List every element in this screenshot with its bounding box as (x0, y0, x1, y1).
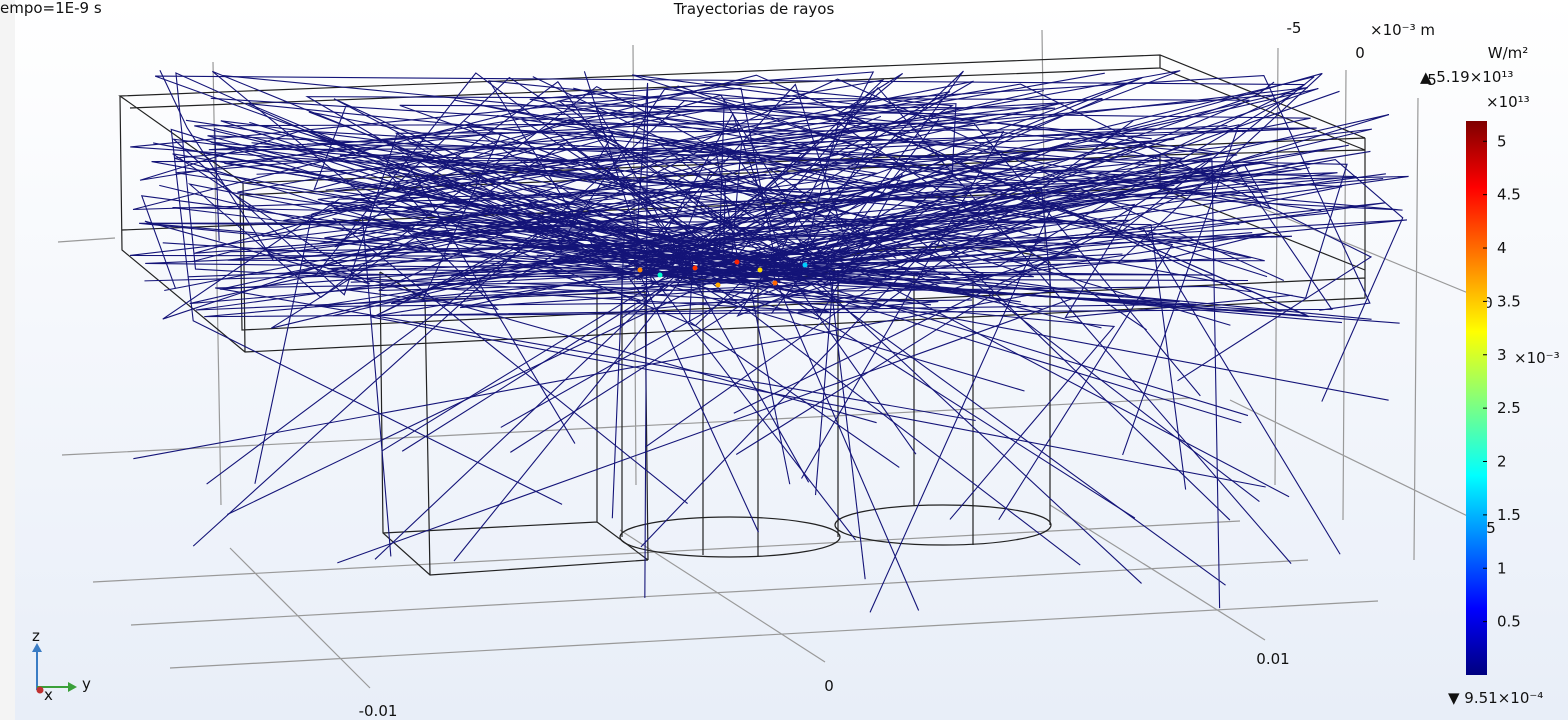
colorbar-tick-label: 1.5 (1497, 506, 1521, 524)
axis-tick-label: 5 (1486, 519, 1496, 537)
colorbar-tick-label: 2.5 (1497, 399, 1521, 417)
time-label: empo=1E-9 s (0, 0, 102, 17)
colorbar-unit: W/m² (1488, 44, 1529, 62)
colorbar-tick-label: 4 (1497, 239, 1507, 257)
plot-window: empo=1E-9 s Trayectorias de rayos -5 0 5… (0, 0, 1568, 720)
axis-tick-label: 0 (1355, 44, 1365, 62)
colorbar-scale: ×10¹³ (1486, 93, 1530, 111)
colorbar-max: ▲ 5.19×10¹³ (1420, 68, 1513, 86)
colorbar-tick-label: 3.5 (1497, 292, 1521, 310)
ray-hotspot (735, 260, 740, 265)
colorbar-tick-label: 5 (1497, 132, 1507, 150)
colorbar-tick-label: 0.5 (1497, 613, 1521, 631)
axis-tick-label: -5 (1287, 19, 1302, 37)
plot-title: Trayectorias de rayos (673, 0, 835, 18)
triad-label: z (32, 627, 40, 645)
colorbar-min: ▼ 9.51×10⁻⁴ (1448, 689, 1543, 707)
triad-label: y (82, 675, 91, 693)
axis-tick-label: 0 (824, 677, 834, 695)
colorbar-tick-label: 2 (1497, 453, 1507, 471)
ray-hotspot (658, 273, 663, 278)
colorbar-tick-label: 3 (1497, 346, 1507, 364)
ray-hotspot (716, 283, 721, 288)
axis-unit: ×10⁻³ m (1370, 21, 1435, 39)
side-strip (0, 0, 15, 720)
ray-hotspot (773, 281, 778, 286)
ray-hotspot (758, 268, 763, 273)
colorbar-gradient (1466, 121, 1487, 675)
axis-unit: ×10⁻³ (1514, 349, 1560, 367)
colorbar-tick-label: 4.5 (1497, 186, 1521, 204)
ray-hotspot (638, 268, 643, 273)
triad-label: x (44, 686, 53, 704)
axis-tick-label: -0.01 (359, 702, 398, 720)
colorbar-tick-label: 1 (1497, 559, 1507, 577)
ray-hotspot (803, 263, 808, 268)
axis-tick-label: 0.01 (1256, 650, 1289, 668)
ray-hotspot (693, 266, 698, 271)
